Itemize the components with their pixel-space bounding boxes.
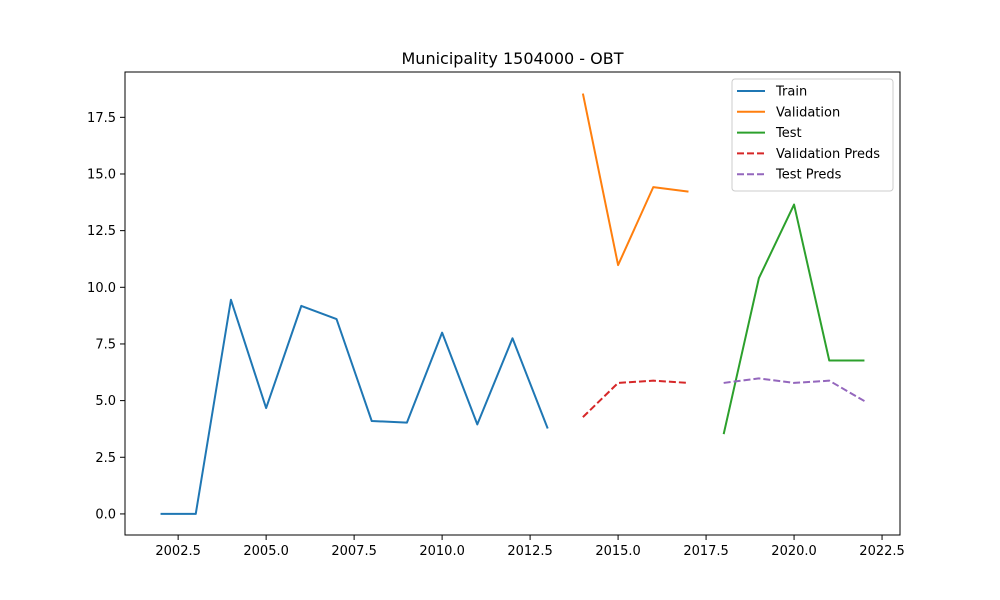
x-tick-label: 2002.5	[155, 544, 201, 559]
series-line-3	[582, 379, 689, 418]
axes-frame	[124, 71, 901, 536]
legend-label: Train	[775, 85, 807, 100]
x-tick-label: 2012.5	[507, 544, 553, 559]
x-tick-label: 2015.0	[595, 544, 641, 559]
legend: Train Validation Test Validation Preds Test …	[731, 78, 894, 192]
legend-label: Test Preds	[775, 168, 842, 183]
y-tick-label: 0.0	[95, 507, 116, 522]
x-tick-label: 2005.0	[243, 544, 289, 559]
x-tick-label: 2022.5	[859, 544, 905, 559]
x-tick-label: 2017.5	[683, 544, 729, 559]
legend-label: Validation Preds	[776, 147, 880, 162]
legend-label: Validation	[776, 105, 840, 120]
series-line-1	[581, 93, 689, 267]
y-tick-label: 7.5	[95, 337, 116, 352]
y-axis: 0.0 2.5 5.0 7.5 10.0 12.5 15.0 17.5	[87, 111, 125, 522]
y-tick-label: 2.5	[95, 451, 116, 466]
legend-label: Test	[775, 126, 802, 141]
legend-box	[731, 78, 894, 192]
y-tick-label: 5.0	[95, 394, 116, 409]
y-tick-label: 15.0	[87, 167, 116, 182]
y-tick-label: 17.5	[87, 111, 116, 126]
plot-area	[160, 93, 865, 515]
y-tick-label: 10.0	[87, 281, 116, 296]
series-line-2	[722, 203, 865, 435]
series-line-0	[160, 298, 549, 515]
x-axis: 2002.5 2005.0 2007.5 2010.0 2012.5 2015.0 2017…	[155, 535, 905, 559]
x-tick-label: 2020.0	[771, 544, 817, 559]
chart-title: Municipality 1504000 - OBT	[402, 49, 624, 68]
series-line-4	[723, 377, 865, 402]
x-tick-label: 2010.0	[419, 544, 465, 559]
x-tick-label: 2007.5	[331, 544, 377, 559]
y-tick-label: 12.5	[87, 224, 116, 239]
